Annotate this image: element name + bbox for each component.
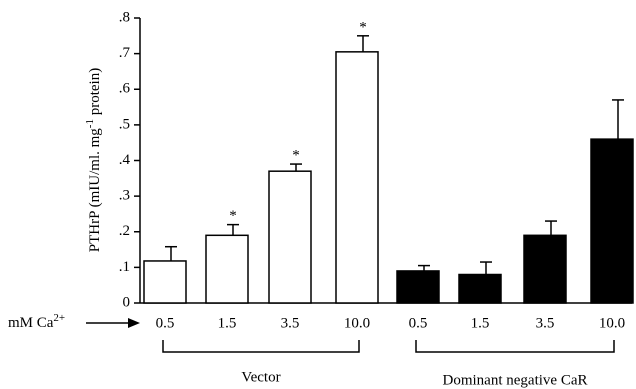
group-label: Vector	[241, 369, 280, 385]
x-axis-label: mM Ca2+	[8, 312, 65, 332]
x-tick-label: 0.5	[156, 315, 175, 331]
x-tick-label: 10.0	[344, 315, 370, 331]
group-bracket	[415, 340, 615, 353]
x-tick-label: 0.5	[409, 315, 428, 331]
bar	[205, 234, 249, 304]
bar	[143, 260, 187, 304]
bar	[590, 138, 634, 304]
significance-label: *	[229, 208, 237, 224]
y-tick-label: .1	[119, 259, 130, 275]
bar	[523, 234, 567, 304]
y-tick-label: 0	[123, 294, 131, 310]
y-tick-label: .3	[119, 188, 130, 204]
x-tick-label: 1.5	[218, 315, 237, 331]
significance-label: *	[292, 148, 300, 164]
x-label-part: mM Ca	[8, 315, 54, 331]
x-tick-label: 10.0	[599, 315, 625, 331]
y-label-sup: -1	[84, 119, 96, 128]
bar	[268, 170, 312, 304]
group-label: Dominant negative CaR	[443, 372, 588, 388]
y-axis-label: PTHrP (mIU/ml. mg-1 protein)	[84, 68, 104, 252]
x-tick-label: 1.5	[471, 315, 490, 331]
y-tick-label: .7	[119, 45, 131, 61]
x-label-sup: 2+	[53, 312, 65, 324]
x-tick-label: 3.5	[281, 315, 300, 331]
y-tick-label: .6	[119, 81, 131, 97]
y-tick-label: .4	[119, 152, 131, 168]
bar	[396, 270, 440, 304]
significance-label: *	[359, 19, 367, 35]
y-label-part: protein)	[87, 68, 103, 119]
x-tick-label: 3.5	[536, 315, 555, 331]
group-bracket	[162, 340, 360, 353]
y-tick-label: .2	[119, 223, 130, 239]
arrow-head	[128, 318, 140, 328]
y-tick-label: .5	[119, 116, 130, 132]
bar	[335, 51, 379, 304]
y-tick-label: .8	[119, 9, 130, 25]
y-label-part: PTHrP (mIU/ml. mg	[87, 128, 103, 253]
bar	[458, 273, 502, 304]
